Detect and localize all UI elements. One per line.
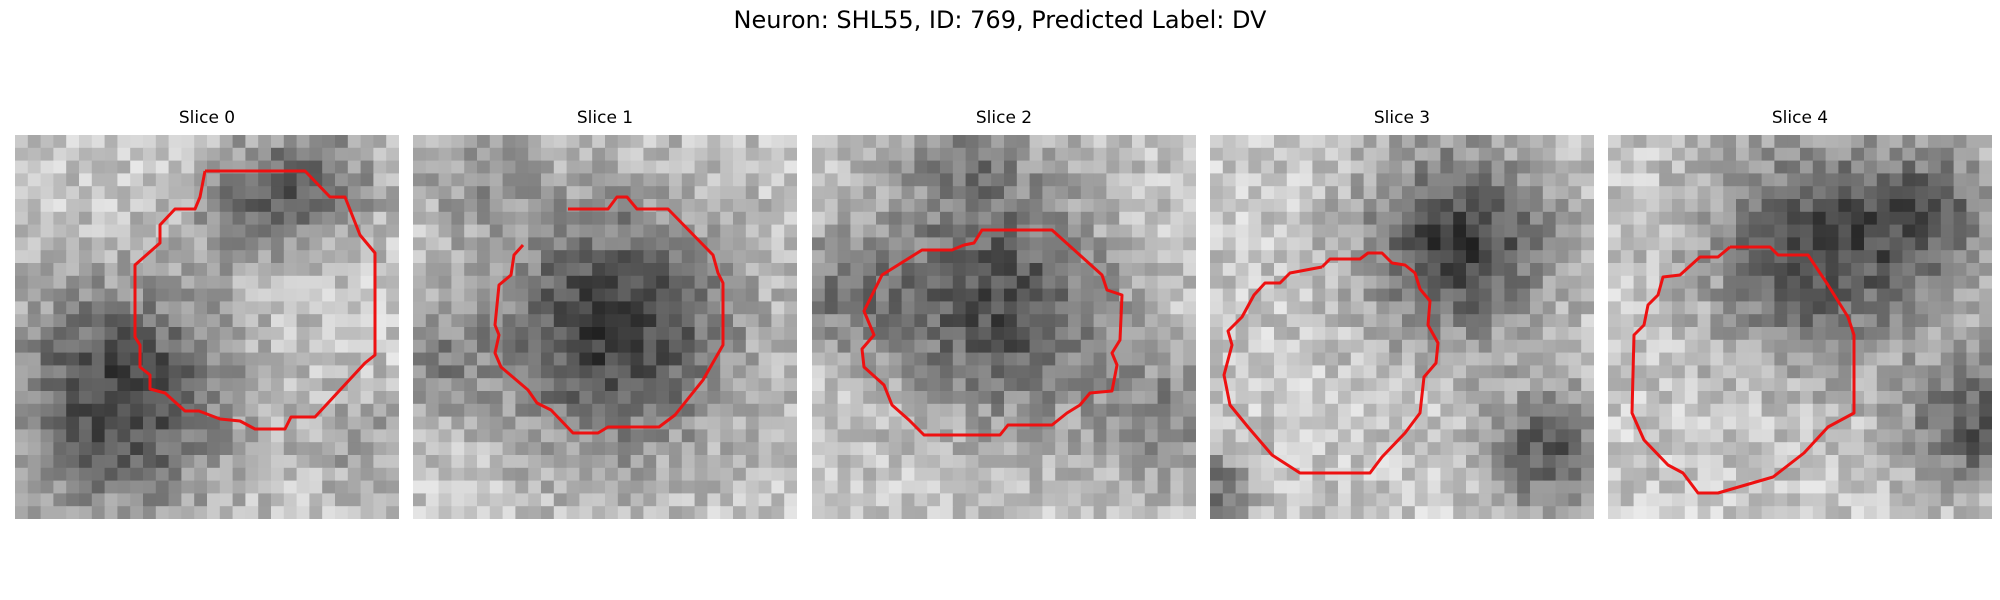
slice-image-0 xyxy=(15,135,399,519)
slice-title-4: Slice 4 xyxy=(1771,108,1829,128)
slice-title-2: Slice 2 xyxy=(975,108,1033,128)
slice-title-0: Slice 0 xyxy=(178,108,236,128)
slice-image-1 xyxy=(413,135,797,519)
neuron-outline-3 xyxy=(1222,251,1440,475)
slice-title-3: Slice 3 xyxy=(1373,108,1431,128)
neuron-outline-1 xyxy=(493,195,725,435)
slice-title-1: Slice 1 xyxy=(576,108,634,128)
neuron-outline-4 xyxy=(1630,245,1856,495)
slice-panel-4: Slice 4 xyxy=(1608,108,1992,519)
slice-image-2 xyxy=(812,135,1196,519)
slice-panel-0: Slice 0 xyxy=(15,108,399,519)
slice-panel-1: Slice 1 xyxy=(413,108,797,519)
slice-panel-2: Slice 2 xyxy=(812,108,1196,519)
neuron-outline-0 xyxy=(133,169,377,431)
neuron-outline-2 xyxy=(860,228,1124,437)
figure-title: Neuron: SHL55, ID: 769, Predicted Label:… xyxy=(733,6,1267,34)
slice-image-4 xyxy=(1608,135,1992,519)
slice-image-3 xyxy=(1210,135,1594,519)
slice-panel-3: Slice 3 xyxy=(1210,108,1594,519)
